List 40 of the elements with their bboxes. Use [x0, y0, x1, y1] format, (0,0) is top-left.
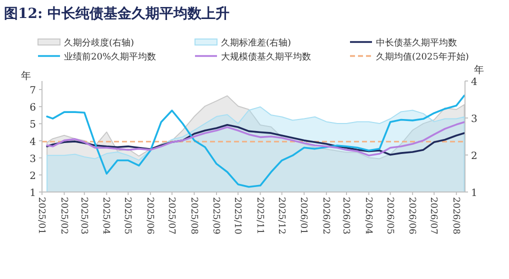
x-tick-label: 2026/06	[406, 197, 417, 235]
y2-tick-label: 1	[471, 188, 478, 199]
legend-label: 久期分歧度(右轴)	[64, 38, 134, 48]
y-axis-title: 年	[21, 70, 31, 82]
legend-label: 业绩前20%久期平均数	[64, 52, 156, 62]
y2-tick-label: 4	[471, 77, 478, 88]
x-tick-label: 2025/10	[232, 197, 242, 235]
x-tick-label: 2025/08	[188, 197, 198, 235]
y2-tick-label: 2	[471, 151, 478, 162]
y-tick-label: 4	[30, 136, 36, 148]
x-tick-label: 2025/02	[58, 197, 68, 234]
legend-label: 中长债基久期平均数	[376, 38, 457, 48]
legend-label: 久期均值(2025年开始)	[376, 52, 469, 62]
x-tick-label: 2025/03	[78, 197, 88, 235]
x-tick-label: 2025/05	[122, 197, 132, 235]
x-tick-label: 2025/12	[276, 197, 286, 234]
x-tick-label: 2025/11	[254, 197, 264, 234]
x-tick-label: 2026/03	[340, 197, 351, 235]
x-tick-label: 2026/05	[384, 197, 394, 235]
y2-axis-title: 年	[474, 64, 484, 76]
chart-title: 图12: 中长纯债基金久期平均数上升	[4, 5, 230, 22]
x-tick-label: 2025/04	[100, 197, 111, 235]
x-tick-label: 2026/04	[362, 197, 373, 235]
legend-label: 久期标准差(右轴)	[221, 38, 292, 48]
y-tick-label: 5	[30, 120, 36, 131]
x-tick-label: 2026/07	[428, 197, 438, 235]
x-tick-label: 2025/07	[166, 197, 176, 235]
y-tick-label: 1	[30, 188, 36, 199]
y-tick-label: 3	[30, 154, 36, 165]
y-tick-label: 6	[30, 102, 36, 114]
y-tick-label: 7	[30, 86, 36, 97]
x-tick-label: 2026/01	[298, 197, 308, 234]
x-tick-label: 2025/01	[36, 197, 46, 234]
y-tick-label: 2	[30, 170, 36, 182]
x-tick-label: 2026/08	[450, 197, 460, 235]
x-tick-label: 2025/09	[210, 197, 221, 235]
legend-label: 大规模债基久期平均数	[221, 52, 311, 62]
x-tick-label: 2025/06	[144, 197, 154, 235]
x-tick-label: 2026/02	[320, 197, 330, 234]
y2-tick-label: 3	[471, 114, 478, 125]
